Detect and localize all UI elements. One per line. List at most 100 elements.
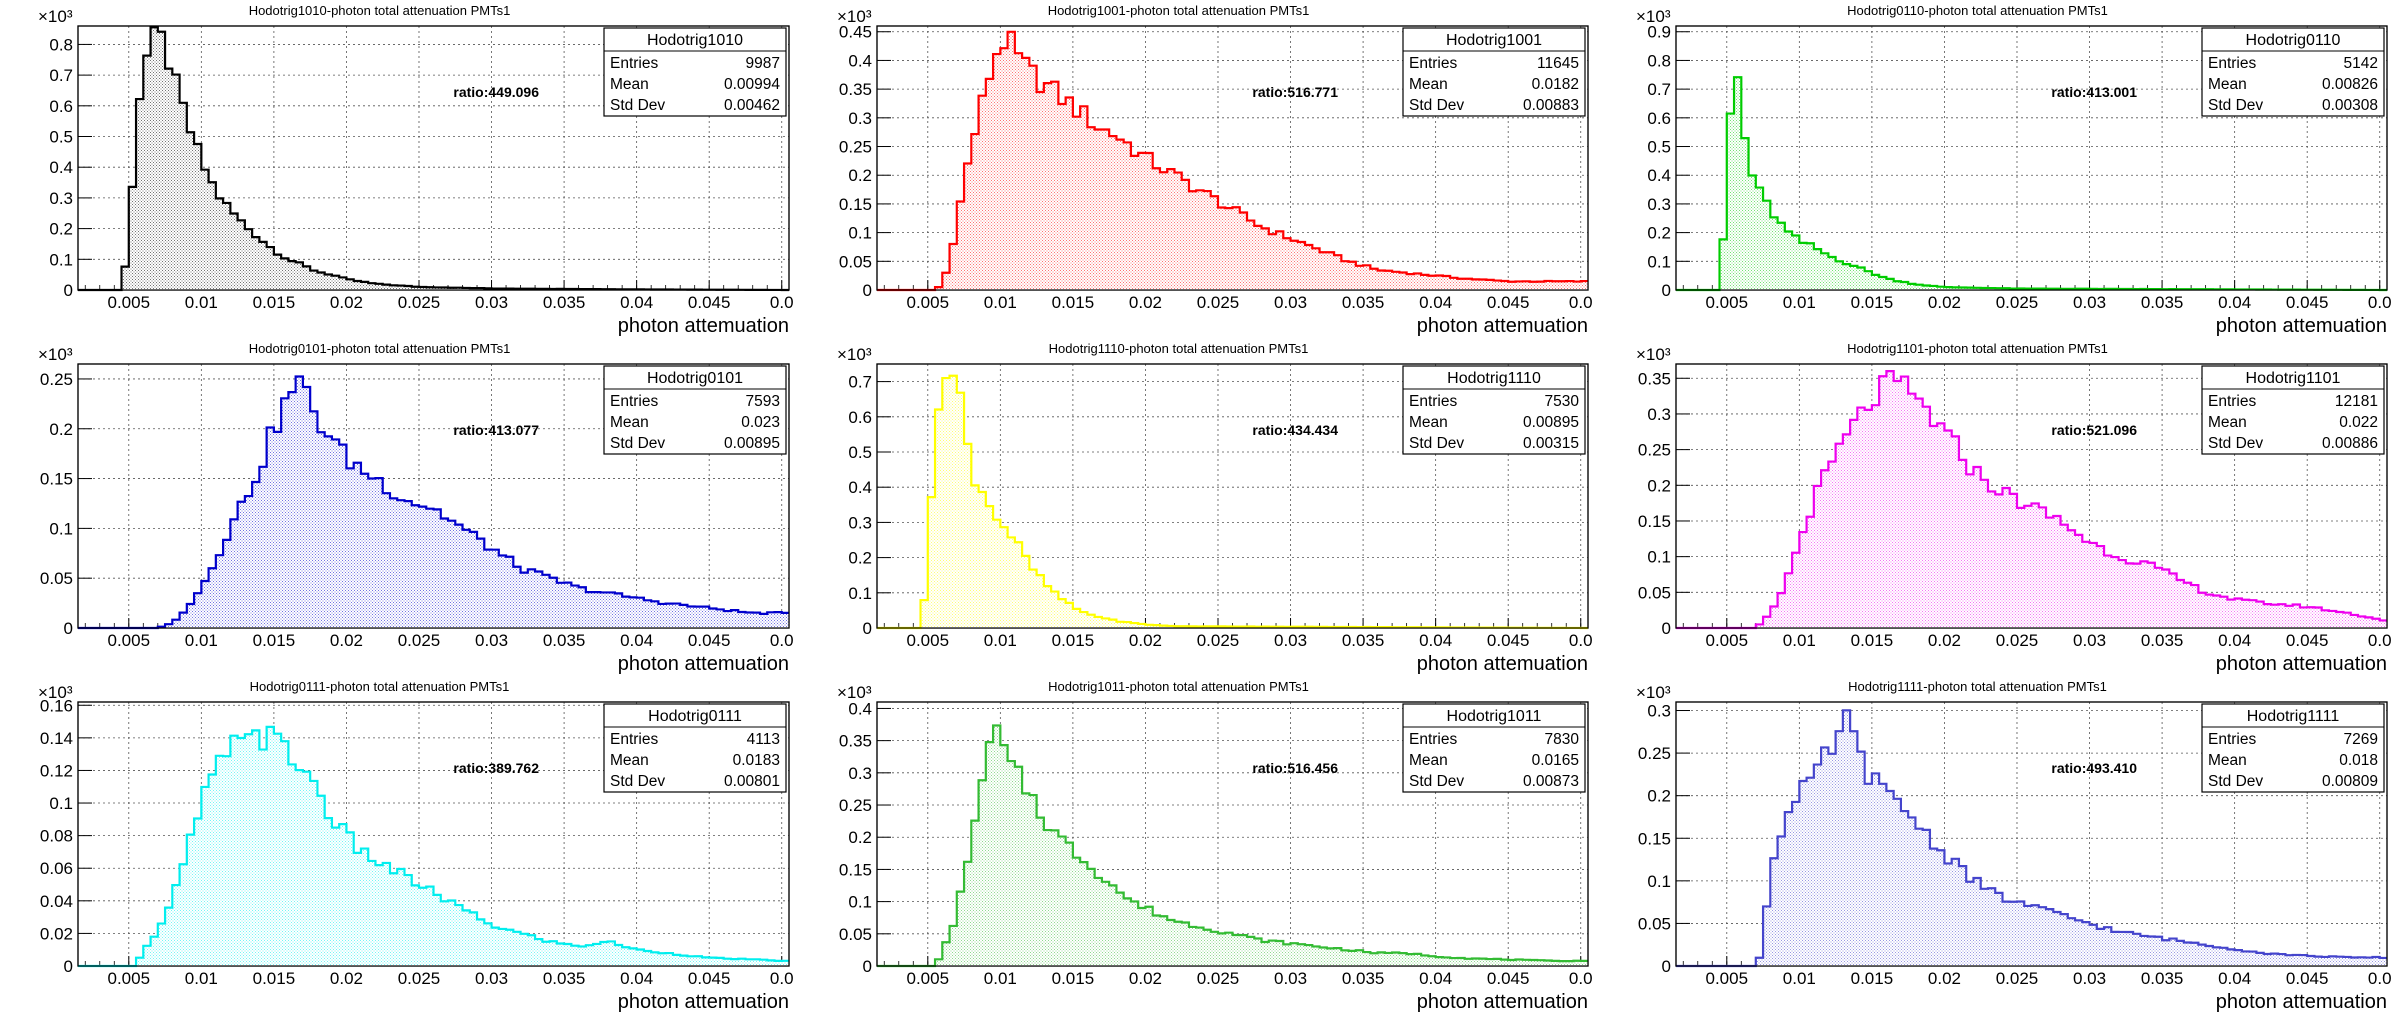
stats-label: Entries bbox=[610, 55, 658, 72]
stats-value: 0.023 bbox=[741, 414, 780, 431]
y-tick-label: 0 bbox=[64, 619, 73, 638]
stats-box: Hodotrig1001 Entries 11645 Mean 0.0182 Std De… bbox=[1402, 27, 1586, 117]
stats-title: Hodotrig1110 bbox=[1447, 370, 1541, 387]
x-tick-label: 0.03 bbox=[1274, 969, 1307, 988]
x-tick-label: 0.005 bbox=[907, 969, 950, 988]
stats-value: 0.00994 bbox=[724, 76, 780, 93]
stats-label: Std Dev bbox=[610, 97, 665, 114]
y-tick-label: 0.3 bbox=[1647, 195, 1671, 214]
x-tick-label: 0.02 bbox=[1928, 631, 1961, 650]
x-tick-label: 0.04 bbox=[1419, 631, 1452, 650]
y-tick-label: 0.2 bbox=[848, 828, 872, 847]
x-tick-label: 0.015 bbox=[1052, 969, 1095, 988]
stats-value: 7830 bbox=[1545, 731, 1580, 748]
y-tick-label: 0.3 bbox=[1647, 702, 1671, 721]
histogram-panel: Hodotrig1111-photon total attenuation PM… bbox=[1636, 679, 2392, 1013]
y-exponent-label: ×10³ bbox=[837, 7, 872, 26]
stats-box: Hodotrig1110 Entries 7530 Mean 0.00895 Std De… bbox=[1402, 365, 1586, 455]
x-tick-label: 0.01 bbox=[1783, 969, 1816, 988]
x-tick-label: 0.025 bbox=[1197, 631, 1240, 650]
stats-value: 0.00462 bbox=[724, 97, 780, 114]
x-axis-label: photon attemuation bbox=[2216, 991, 2387, 1013]
y-tick-label: 0.05 bbox=[40, 569, 73, 588]
y-tick-label: 0.5 bbox=[49, 128, 73, 147]
chart-title: Hodotrig1110-photon total attenuation PM… bbox=[1049, 341, 1309, 356]
stats-box: Hodotrig1101 Entries 12181 Mean 0.022 Std Dev… bbox=[2201, 365, 2385, 455]
x-tick-label: 0.035 bbox=[1342, 631, 1385, 650]
y-tick-label: 0.7 bbox=[848, 373, 872, 392]
y-exponent-label: ×10³ bbox=[1636, 683, 1671, 702]
x-tick-label: 0.045 bbox=[1487, 631, 1530, 650]
x-axis-label: photon attemuation bbox=[2216, 653, 2387, 675]
stats-title: Hodotrig1111 bbox=[2247, 708, 2340, 725]
x-tick-label: 0.0 bbox=[2368, 969, 2392, 988]
stats-value: 0.00809 bbox=[2322, 773, 2378, 790]
stats-title: Hodotrig0110 bbox=[2246, 32, 2341, 49]
stats-value: 7530 bbox=[1545, 393, 1580, 410]
x-tick-label: 0.005 bbox=[108, 969, 151, 988]
y-tick-label: 0.2 bbox=[49, 220, 73, 239]
x-tick-label: 0.005 bbox=[907, 293, 950, 312]
y-tick-label: 0.25 bbox=[1638, 441, 1671, 460]
histogram-fill bbox=[1676, 371, 2387, 628]
y-tick-label: 0.15 bbox=[40, 470, 73, 489]
x-tick-label: 0.035 bbox=[1342, 293, 1385, 312]
ratio-annotation: ratio:434.434 bbox=[1252, 422, 1338, 438]
x-tick-label: 0.01 bbox=[984, 293, 1017, 312]
x-tick-label: 0.02 bbox=[330, 293, 363, 312]
x-tick-label: 0.025 bbox=[398, 293, 441, 312]
stats-label: Entries bbox=[1409, 393, 1457, 410]
y-tick-label: 0.3 bbox=[49, 189, 73, 208]
x-tick-label: 0.005 bbox=[108, 293, 151, 312]
chart-title: Hodotrig0101-photon total attenuation PM… bbox=[249, 341, 511, 356]
y-tick-label: 0.06 bbox=[40, 859, 73, 878]
x-tick-label: 0.0 bbox=[770, 631, 794, 650]
y-tick-label: 0.14 bbox=[40, 729, 73, 748]
x-tick-label: 0.025 bbox=[398, 631, 441, 650]
x-tick-label: 0.005 bbox=[907, 631, 950, 650]
stats-title: Hodotrig1011 bbox=[1447, 708, 1542, 725]
y-tick-label: 0.12 bbox=[40, 761, 73, 780]
x-tick-label: 0.015 bbox=[253, 631, 296, 650]
stats-box: Hodotrig1111 Entries 7269 Mean 0.018 Std Dev 0… bbox=[2201, 703, 2385, 793]
y-tick-label: 0.1 bbox=[1647, 252, 1671, 271]
x-tick-label: 0.035 bbox=[2141, 293, 2184, 312]
y-tick-label: 0.1 bbox=[49, 794, 73, 813]
x-tick-label: 0.01 bbox=[984, 969, 1017, 988]
x-tick-label: 0.02 bbox=[1129, 293, 1162, 312]
x-tick-label: 0.02 bbox=[330, 969, 363, 988]
histogram-line bbox=[1676, 709, 2387, 968]
y-tick-label: 0.2 bbox=[1647, 787, 1671, 806]
stats-box: Hodotrig1011 Entries 7830 Mean 0.0165 Std Dev… bbox=[1402, 703, 1586, 793]
y-tick-label: 0.05 bbox=[1638, 914, 1671, 933]
y-tick-label: 0.35 bbox=[1638, 369, 1671, 388]
y-tick-label: 0.6 bbox=[1647, 109, 1671, 128]
x-tick-label: 0.015 bbox=[253, 293, 296, 312]
stats-value: 12181 bbox=[2335, 393, 2378, 410]
histogram-panel: Hodotrig1110-photon total attenuation PM… bbox=[837, 341, 1593, 675]
x-tick-label: 0.025 bbox=[1996, 631, 2039, 650]
x-tick-label: 0.01 bbox=[1783, 293, 1816, 312]
stats-title: Hodotrig1101 bbox=[2246, 370, 2341, 387]
x-tick-label: 0.035 bbox=[543, 631, 586, 650]
stats-value: 9987 bbox=[746, 55, 780, 72]
y-tick-label: 0 bbox=[64, 957, 73, 976]
y-tick-label: 0.2 bbox=[848, 549, 872, 568]
stats-label: Entries bbox=[610, 731, 658, 748]
y-tick-label: 0 bbox=[863, 619, 872, 638]
x-tick-label: 0.045 bbox=[2286, 631, 2329, 650]
histogram-panel: Hodotrig1001-photon total attenuation PM… bbox=[837, 3, 1593, 337]
histogram-panel: Hodotrig1010-photon total attenuation PM… bbox=[38, 3, 794, 337]
x-tick-label: 0.01 bbox=[185, 969, 218, 988]
y-tick-label: 0.1 bbox=[1647, 548, 1671, 567]
stats-value: 7269 bbox=[2344, 731, 2378, 748]
chart-title: Hodotrig1011-photon total attenuation PM… bbox=[1048, 679, 1309, 694]
y-tick-label: 0.15 bbox=[1638, 829, 1671, 848]
stats-label: Std Dev bbox=[1409, 97, 1464, 114]
y-tick-label: 0.25 bbox=[1638, 744, 1671, 763]
stats-label: Std Dev bbox=[610, 773, 665, 790]
chart-title: Hodotrig0111-photon total attenuation PM… bbox=[250, 679, 510, 694]
histogram-fill bbox=[78, 726, 789, 966]
y-tick-label: 0.5 bbox=[848, 443, 872, 462]
